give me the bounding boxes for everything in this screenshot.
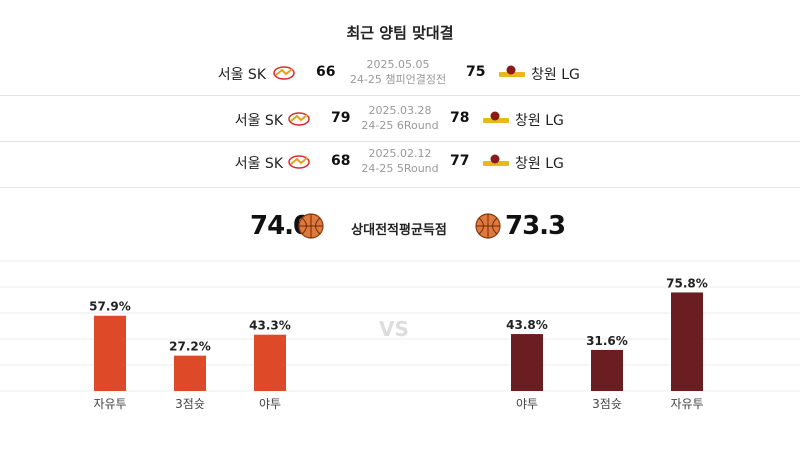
game-meta: 2025.03.28 24-25 6Round [340,103,460,133]
away-score: 75 [466,64,486,80]
home-score: 66 [316,64,336,80]
category-label: 자유투 [93,397,126,411]
bar-value-label: 43.8% [506,318,548,332]
away-team-name: 창원 LG [531,67,580,83]
category-label: 자유투 [670,397,703,411]
chart-gridlines [0,260,800,392]
home-score: 79 [331,110,351,126]
game-row[interactable]: 서울 SK 79 2025.03.28 24-25 6Round 78 창원 L… [0,95,800,142]
game-date: 2025.03.28 [368,104,432,117]
home-team-name: 서울 SK [234,113,283,129]
home-team-name: 서울 SK [217,67,266,83]
lg-logo-icon [499,65,525,77]
category-label: 3점슛 [175,397,205,411]
bar-value-label: 31.6% [586,334,628,348]
sk-logo-icon [273,66,295,80]
away-bar [671,292,703,391]
away-bar [511,334,543,391]
bar-value-label: 27.2% [169,340,211,354]
shooting-percentage-chart: VS 57.9% 자유투 27.2% 3점슛 43.3% 야투 43.8% 야투 31.6% 3점… [0,260,800,411]
home-bar [174,355,206,391]
basketball-icon [298,213,324,239]
game-date: 2025.02.12 [368,147,432,160]
sk-logo-icon [288,155,310,169]
home-team-name: 서울 SK [234,156,283,172]
away-team-name: 창원 LG [515,113,564,129]
chart-bars: 57.9% 자유투 27.2% 3점슛 43.3% 야투 43.8% 야투 31.6% 3점슛 75… [89,276,708,411]
vs-label: VS [379,317,409,341]
category-label: 야투 [516,397,538,411]
home-bar [254,334,286,391]
bar-value-label: 43.3% [249,319,291,333]
game-row[interactable]: 서울 SK 66 2025.05.05 24-25 챔피언결정전 75 창원 L… [0,49,800,96]
bar-value-label: 75.8% [666,276,708,290]
basketball-icon [475,213,501,239]
lg-logo-icon [483,111,509,123]
bar-value-label: 57.9% [89,300,131,314]
game-round: 24-25 5Round [361,162,439,175]
game-round: 24-25 6Round [361,119,439,132]
game-round: 24-25 챔피언결정전 [349,73,447,86]
home-score: 68 [331,153,351,169]
game-meta: 2025.02.12 24-25 5Round [340,146,460,176]
game-meta: 2025.05.05 24-25 챔피언결정전 [338,57,458,87]
category-label: 3점슛 [592,397,622,411]
away-team-name: 창원 LG [515,156,564,172]
sk-logo-icon [288,112,310,126]
away-bar [591,349,623,391]
away-score: 78 [450,110,470,126]
section-title: 최근 양팀 맞대결 [346,24,454,42]
game-row[interactable]: 서울 SK 68 2025.02.12 24-25 5Round 77 창원 L… [0,141,800,188]
average-label: 상대전적평균득점 [351,223,447,238]
away-score: 77 [450,153,470,169]
game-date: 2025.05.05 [366,58,430,71]
lg-logo-icon [483,154,509,166]
category-label: 야투 [259,397,281,411]
away-average-score: 73.3 [505,211,566,241]
home-bar [94,315,126,391]
